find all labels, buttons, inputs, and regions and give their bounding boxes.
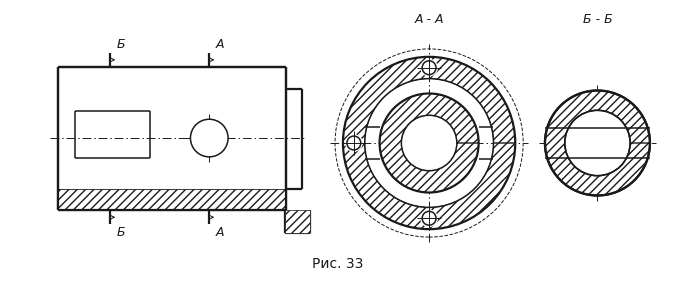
Bar (57, 188, 285, 210)
Bar (285, 210, 310, 233)
Text: Б: Б (117, 226, 126, 239)
Polygon shape (343, 57, 515, 229)
Circle shape (402, 115, 457, 171)
Text: Б - Б: Б - Б (583, 13, 612, 26)
Polygon shape (545, 90, 650, 196)
Text: А - А: А - А (414, 13, 444, 26)
Circle shape (347, 136, 361, 150)
Circle shape (191, 119, 228, 157)
Text: Рис. 33: Рис. 33 (312, 257, 364, 271)
Text: А: А (216, 38, 224, 51)
Circle shape (420, 59, 438, 77)
Circle shape (564, 110, 630, 176)
Circle shape (422, 211, 436, 225)
Text: А: А (216, 226, 224, 239)
Circle shape (420, 209, 438, 227)
Circle shape (345, 134, 363, 152)
Text: Б: Б (117, 38, 126, 51)
Polygon shape (380, 94, 479, 192)
Circle shape (422, 61, 436, 75)
